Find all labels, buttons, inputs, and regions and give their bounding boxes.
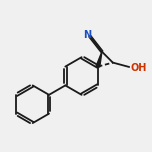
Polygon shape <box>96 52 102 67</box>
Text: N: N <box>83 30 91 40</box>
Text: OH: OH <box>130 62 147 73</box>
